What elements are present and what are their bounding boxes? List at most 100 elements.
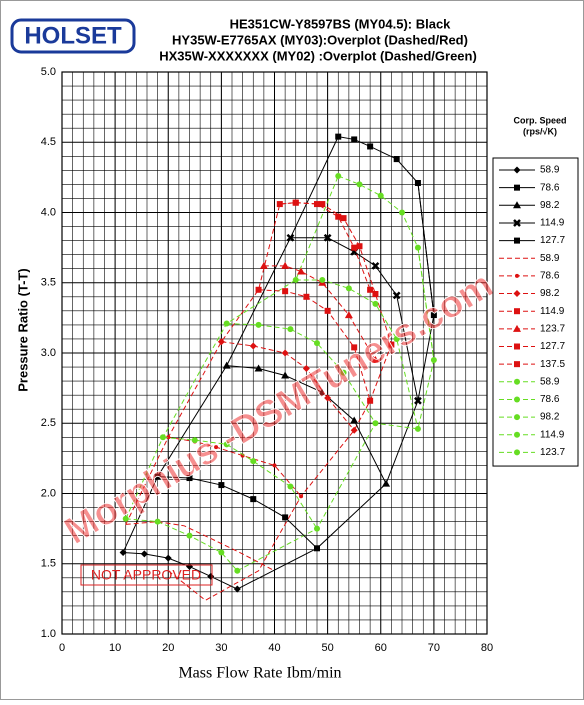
- data-point: [351, 344, 358, 351]
- stamp-box: [80, 564, 213, 586]
- data-point: [259, 261, 268, 269]
- data-point: [414, 396, 422, 405]
- data-point: [319, 201, 326, 208]
- data-point: [255, 321, 262, 328]
- marker: [513, 290, 521, 298]
- legend-title: (rps/√K): [523, 126, 557, 136]
- data-point: [218, 482, 225, 489]
- data-point: [393, 335, 400, 342]
- marker: [515, 273, 519, 278]
- data-point: [255, 286, 262, 293]
- legend-label: 58.9: [540, 165, 560, 176]
- data-point: [287, 326, 294, 333]
- data-point: [119, 549, 127, 557]
- data-point: [340, 369, 347, 376]
- data-point: [302, 364, 310, 372]
- data-point: [335, 172, 342, 179]
- marker: [514, 378, 520, 385]
- data-point: [233, 585, 241, 593]
- x-tick-label: 30: [215, 642, 227, 654]
- speed-line: [338, 175, 435, 361]
- x-tick-label: 20: [162, 642, 174, 654]
- data-point: [297, 267, 306, 275]
- legend-label: 137.5: [540, 359, 565, 370]
- data-point: [287, 483, 294, 490]
- legend-label: 123.7: [540, 447, 565, 458]
- data-point: [282, 288, 289, 295]
- speed-line: [226, 322, 376, 424]
- data-point: [164, 554, 172, 562]
- data-point: [281, 261, 290, 269]
- data-point: [414, 179, 421, 186]
- legend-box: [492, 157, 579, 467]
- data-point: [351, 244, 358, 251]
- data-point: [234, 567, 241, 574]
- legend-label: 123.7: [540, 323, 565, 334]
- speed-line: [295, 202, 392, 345]
- data-point: [186, 475, 193, 482]
- legend-label: 78.6: [540, 394, 560, 405]
- data-point: [393, 156, 400, 163]
- legend-label: 114.9: [540, 429, 565, 440]
- y-tick-label: 4.0: [41, 206, 56, 218]
- data-point: [299, 494, 304, 499]
- speed-line: [221, 341, 355, 431]
- data-point: [281, 371, 290, 379]
- title-line: HY35W-E7765AX (MY03):Overplot (Dashed/Re…: [172, 32, 468, 47]
- data-point: [372, 420, 379, 427]
- data-point: [430, 357, 437, 364]
- data-point: [250, 496, 257, 503]
- speed-line: [226, 365, 387, 484]
- data-point: [218, 549, 225, 556]
- data-point: [250, 458, 257, 465]
- data-point: [414, 244, 421, 251]
- legend-label: 127.7: [540, 235, 565, 246]
- data-point: [154, 518, 161, 525]
- y-tick-label: 1.0: [41, 628, 56, 640]
- data-point: [272, 463, 277, 468]
- legend-label: 127.7: [540, 341, 565, 352]
- legend-label: 114.9: [540, 218, 565, 229]
- x-tick-label: 0: [59, 642, 65, 654]
- data-point: [276, 201, 283, 208]
- y-tick-label: 2.0: [41, 487, 56, 499]
- speed-line: [290, 237, 419, 401]
- data-point: [314, 525, 320, 532]
- speed-line: [263, 265, 376, 361]
- marker: [514, 449, 520, 456]
- data-point: [367, 397, 374, 404]
- data-point: [159, 434, 166, 441]
- data-point: [367, 143, 374, 150]
- data-point: [382, 479, 391, 487]
- title-line: HX35W-XXXXXXX (MY02) :Overplot (Dashed/G…: [159, 48, 477, 63]
- data-point: [335, 213, 342, 220]
- y-tick-label: 3.0: [41, 347, 56, 359]
- data-point: [319, 276, 326, 283]
- data-point: [292, 199, 299, 206]
- data-point: [335, 133, 342, 140]
- data-point: [414, 425, 421, 432]
- data-point: [217, 338, 225, 346]
- marker: [514, 237, 520, 244]
- legend-label: 98.2: [540, 412, 560, 423]
- data-point: [344, 311, 353, 319]
- data-point: [351, 136, 358, 143]
- data-point: [282, 514, 289, 521]
- speed-line: [162, 436, 318, 529]
- y-tick-label: 1.5: [41, 558, 56, 570]
- marker: [514, 396, 520, 403]
- logo: HOLSET: [24, 22, 122, 49]
- legend-label: 98.2: [540, 288, 560, 299]
- plot-border: [61, 71, 488, 635]
- marker: [514, 184, 520, 191]
- legend-label: 98.2: [540, 200, 560, 211]
- data-point: [303, 293, 310, 300]
- y-axis-label: Pressure Ratio (T-T): [15, 268, 30, 392]
- legend-title: Corp. Speed: [513, 115, 566, 125]
- legend-label: 78.6: [540, 271, 560, 282]
- marker: [514, 361, 520, 368]
- y-tick-label: 3.5: [41, 277, 56, 289]
- data-point: [372, 290, 379, 297]
- stamp: NOT APPROVED: [91, 567, 201, 583]
